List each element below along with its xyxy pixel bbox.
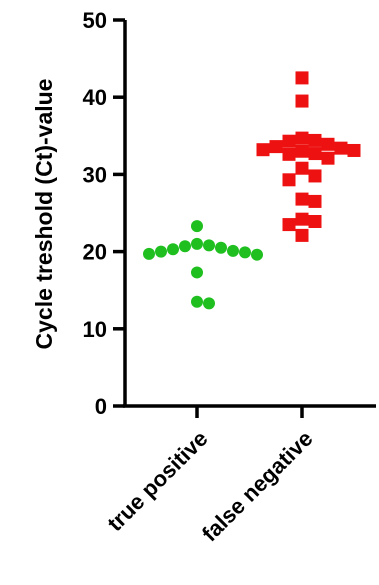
y-tick-label: 40 bbox=[83, 85, 107, 110]
true-positive-point bbox=[203, 297, 215, 310]
true-positive-point bbox=[191, 266, 203, 279]
false-negative-point bbox=[295, 71, 309, 85]
y-tick-label: 30 bbox=[83, 162, 107, 187]
false-negative-point bbox=[334, 141, 348, 155]
false-negative-point bbox=[282, 134, 296, 148]
true-positive-point bbox=[251, 248, 263, 261]
true-positive-point bbox=[191, 295, 203, 308]
true-positive-point bbox=[155, 245, 167, 258]
false-negative-point bbox=[295, 161, 309, 175]
false-negative-point bbox=[295, 228, 309, 242]
data-points bbox=[143, 71, 361, 310]
x-tick-label: true positive bbox=[102, 426, 212, 536]
false-negative-point bbox=[308, 133, 322, 147]
y-tick-label: 20 bbox=[83, 240, 107, 265]
true-positive-point bbox=[215, 241, 227, 254]
x-tick-label: false negative bbox=[197, 426, 318, 547]
true-positive-point bbox=[143, 247, 155, 260]
y-axis-label: Cycle treshold (Ct)-value bbox=[31, 79, 57, 350]
true-positive-point bbox=[191, 237, 203, 250]
y-axis-ticks: 0 10 20 30 40 50 bbox=[83, 8, 125, 419]
true-positive-point bbox=[167, 243, 179, 256]
false-negative-point bbox=[295, 192, 309, 206]
false-negative-point bbox=[321, 137, 335, 151]
false-negative-point bbox=[282, 173, 296, 187]
false-negative-point bbox=[308, 169, 322, 183]
true-positive-point bbox=[203, 239, 215, 252]
false-negative-point bbox=[295, 131, 309, 145]
true-positive-point bbox=[191, 220, 203, 233]
false-negative-point bbox=[295, 212, 309, 226]
false-negative-point bbox=[308, 194, 322, 208]
true-positive-point bbox=[227, 244, 239, 257]
y-tick-label: 0 bbox=[95, 394, 107, 419]
false-negative-point bbox=[282, 218, 296, 232]
false-negative-point bbox=[308, 214, 322, 228]
y-tick-label: 50 bbox=[83, 8, 107, 33]
false-negative-point bbox=[256, 143, 270, 157]
true-positive-point bbox=[179, 240, 191, 253]
false-negative-point bbox=[282, 147, 296, 161]
false-negative-point bbox=[269, 140, 283, 154]
false-negative-point bbox=[321, 151, 335, 165]
false-negative-point bbox=[295, 144, 309, 158]
false-negative-point bbox=[347, 143, 361, 157]
false-negative-point bbox=[308, 147, 322, 161]
y-tick-label: 10 bbox=[83, 317, 107, 342]
true-positive-point bbox=[239, 246, 251, 259]
false-negative-point bbox=[295, 94, 309, 108]
